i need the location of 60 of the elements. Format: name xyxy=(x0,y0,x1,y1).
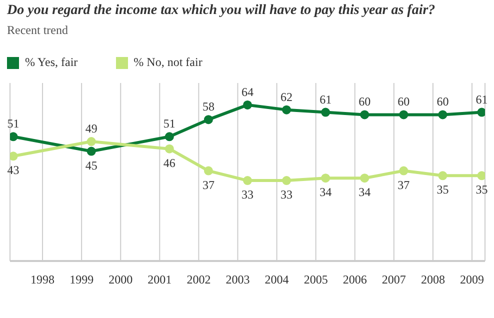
data-label: 37 xyxy=(202,178,214,192)
point xyxy=(399,110,408,120)
data-label: 34 xyxy=(320,185,332,200)
data-label: 49 xyxy=(85,122,98,136)
data-label: 33 xyxy=(242,188,254,202)
point xyxy=(321,108,330,117)
point xyxy=(86,137,96,146)
chart-title: Do you regard the income tax which you will have to pay this year as fair? xyxy=(7,3,436,19)
point xyxy=(438,110,448,120)
data-label: 46 xyxy=(163,156,176,170)
data-label: 51 xyxy=(163,116,176,131)
data-label: 51 xyxy=(7,116,20,131)
legend-label: % Yes, fair xyxy=(24,55,78,70)
x-tick-label: 2009 xyxy=(460,272,484,287)
point xyxy=(86,146,96,156)
point xyxy=(243,100,252,110)
data-label: 62 xyxy=(280,90,293,104)
point xyxy=(399,166,408,176)
point xyxy=(282,176,292,186)
point xyxy=(360,174,370,183)
data-label: 35 xyxy=(476,182,488,197)
point xyxy=(282,105,292,114)
data-label: 60 xyxy=(358,94,371,109)
chart-subtitle: Recent trend xyxy=(7,23,68,38)
point xyxy=(477,108,485,117)
data-label: 35 xyxy=(436,182,449,197)
legend-label: % No, not fair xyxy=(132,55,202,70)
data-label: 60 xyxy=(436,94,449,109)
point xyxy=(10,152,18,161)
data-label: 43 xyxy=(7,163,20,178)
point xyxy=(204,166,213,176)
data-label: 45 xyxy=(85,158,98,172)
data-label: 33 xyxy=(280,188,293,202)
data-label: 61 xyxy=(320,92,332,106)
x-tick-label: 2005 xyxy=(304,272,328,287)
x-tick-label: 2004 xyxy=(264,272,289,287)
point xyxy=(477,171,485,180)
x-tick-label: 2006 xyxy=(342,272,367,287)
x-tick-label: 2002 xyxy=(186,272,211,287)
point xyxy=(204,115,213,124)
data-label: 60 xyxy=(398,94,410,109)
x-tick-label: 2001 xyxy=(148,272,172,287)
point xyxy=(243,176,252,186)
point xyxy=(321,174,330,183)
data-label: 34 xyxy=(358,185,371,200)
x-tick-label: 1999 xyxy=(70,272,94,287)
x-tick-label: 2003 xyxy=(226,272,250,287)
x-tick-label: 2008 xyxy=(420,272,445,287)
point xyxy=(360,110,370,120)
point xyxy=(164,132,174,142)
data-label: 64 xyxy=(242,84,254,99)
x-tick-label: 2000 xyxy=(108,272,133,287)
x-tick-label: 2007 xyxy=(382,272,406,287)
point xyxy=(10,132,18,142)
x-tick-label: 1998 xyxy=(30,272,55,287)
data-label: 61 xyxy=(476,92,488,106)
point xyxy=(438,171,448,180)
data-label: 58 xyxy=(202,100,214,114)
point xyxy=(164,144,174,154)
data-label: 37 xyxy=(398,178,410,192)
